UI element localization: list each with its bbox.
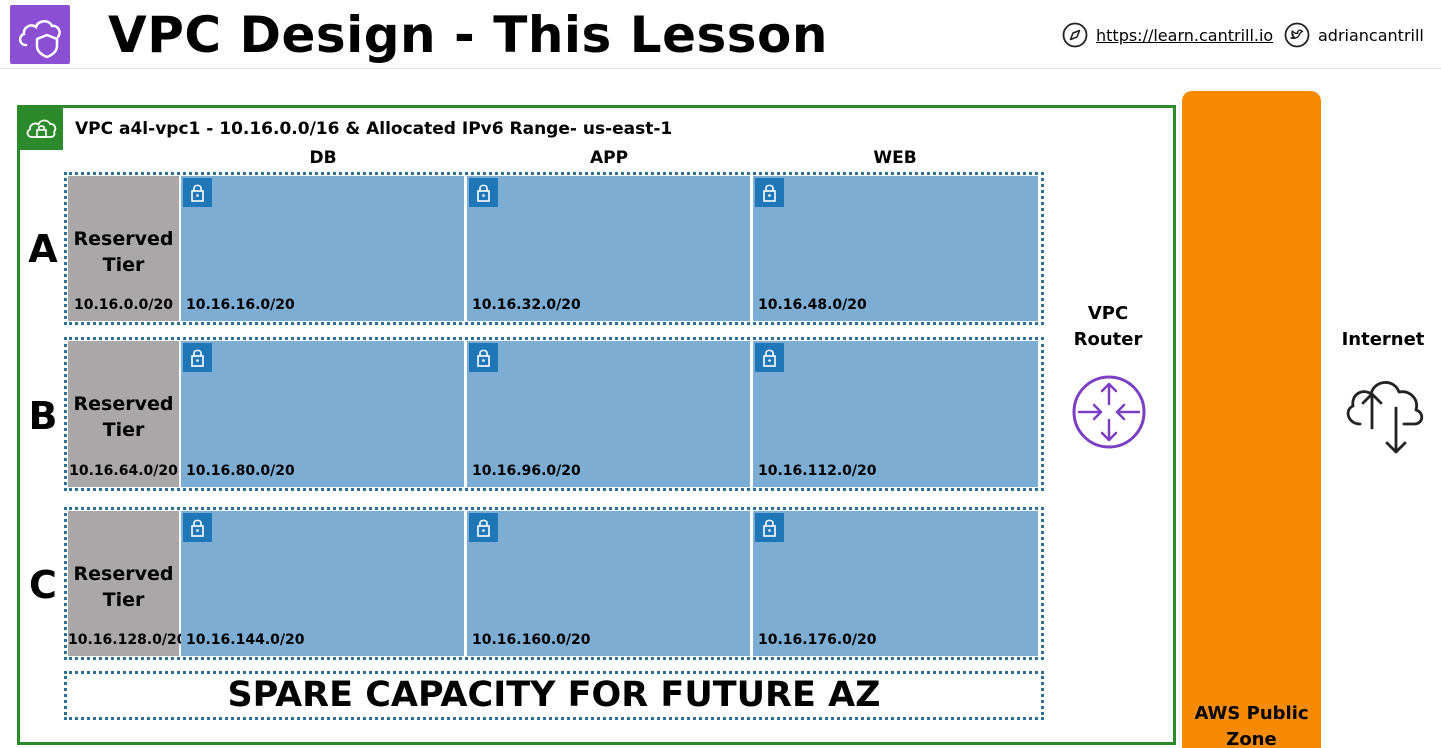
lock-icon: [183, 178, 212, 207]
az-row-c: [64, 507, 1044, 660]
spare-capacity: SPARE CAPACITY FOR FUTURE AZ: [64, 671, 1044, 720]
az-row-a: [64, 172, 1044, 325]
subnet-cidr: 10.16.16.0/20: [186, 297, 295, 313]
subnet-c-db[interactable]: 10.16.144.0/20: [181, 511, 464, 656]
column-label-web: WEB: [873, 148, 917, 168]
logo: [10, 5, 70, 64]
site-link-text[interactable]: https://learn.cantrill.io: [1096, 25, 1274, 45]
row-letter-a: A: [28, 227, 58, 271]
aws-public-zone-label: AWS Public Zone: [1194, 703, 1309, 748]
reserved-tier-label: Reserved Tier: [73, 228, 174, 276]
reserved-tier-a: Reserved Tier 10.16.0.0/20: [68, 176, 179, 321]
subnet-c-web[interactable]: 10.16.176.0/20: [753, 511, 1038, 656]
page-title: VPC Design - This Lesson: [108, 6, 828, 64]
vpc-boundary: [17, 105, 1176, 745]
subnet-cidr: 10.16.48.0/20: [758, 297, 867, 313]
reserved-cidr: 10.16.64.0/20: [69, 463, 178, 479]
compass-icon: [1062, 22, 1088, 48]
row-letter-b: B: [28, 394, 58, 438]
internet-label: Internet: [1341, 329, 1425, 350]
lock-icon: [469, 178, 498, 207]
subnet-b-app[interactable]: 10.16.96.0/20: [467, 341, 750, 487]
reserved-tier-b: Reserved Tier 10.16.64.0/20: [68, 341, 179, 487]
subnet-b-web[interactable]: 10.16.112.0/20: [753, 341, 1038, 487]
subnet-c-app[interactable]: 10.16.160.0/20: [467, 511, 750, 656]
reserved-tier-label: Reserved Tier: [73, 563, 174, 611]
vpc-router-label: VPC Router: [1073, 303, 1143, 350]
reserved-tier-label: Reserved Tier: [73, 393, 174, 441]
router-icon: [1071, 374, 1147, 454]
subnet-a-db[interactable]: 10.16.16.0/20: [181, 176, 464, 321]
twitter-link[interactable]: adriancantrill: [1284, 22, 1424, 48]
cloud-updown-icon: [1338, 368, 1430, 462]
aws-public-zone: [1182, 91, 1321, 748]
twitter-bird-icon: [1284, 22, 1310, 48]
vpc-title: VPC a4l-vpc1 - 10.16.0.0/16 & Allocated …: [75, 119, 673, 139]
subnet-cidr: 10.16.176.0/20: [758, 632, 877, 648]
az-row-b: [64, 337, 1044, 491]
subnet-cidr: 10.16.80.0/20: [186, 463, 295, 479]
site-link[interactable]: https://learn.cantrill.io: [1062, 22, 1273, 48]
subnet-cidr: 10.16.32.0/20: [472, 297, 581, 313]
lock-icon: [469, 343, 498, 372]
twitter-handle[interactable]: adriancantrill: [1318, 25, 1424, 45]
cloud-shield-icon: [18, 20, 61, 59]
lock-icon: [755, 513, 784, 542]
lock-icon: [183, 513, 212, 542]
lock-icon: [755, 343, 784, 372]
lock-icon: [755, 178, 784, 207]
header-divider: [0, 68, 1441, 69]
column-label-db: DB: [309, 148, 337, 168]
cloud-lock-icon: [26, 119, 57, 138]
reserved-cidr: 10.16.0.0/20: [74, 297, 173, 313]
reserved-cidr: 10.16.128.0/20: [68, 632, 187, 648]
subnet-a-web[interactable]: 10.16.48.0/20: [753, 176, 1038, 321]
row-letter-c: C: [29, 563, 57, 607]
column-label-app: APP: [589, 148, 629, 168]
subnet-cidr: 10.16.96.0/20: [472, 463, 581, 479]
subnet-cidr: 10.16.112.0/20: [758, 463, 877, 479]
header: VPC Design - This Lesson https://learn.c…: [0, 0, 1441, 69]
subnet-a-app[interactable]: 10.16.32.0/20: [467, 176, 750, 321]
vpc-badge: [20, 108, 63, 150]
reserved-tier-c: Reserved Tier 10.16.128.0/20: [68, 511, 187, 656]
lock-icon: [469, 513, 498, 542]
subnet-cidr: 10.16.144.0/20: [186, 632, 305, 648]
lock-icon: [183, 343, 212, 372]
subnet-cidr: 10.16.160.0/20: [472, 632, 591, 648]
subnet-b-db[interactable]: 10.16.80.0/20: [181, 341, 464, 487]
